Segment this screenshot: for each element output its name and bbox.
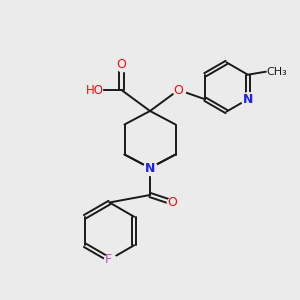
Text: CH₃: CH₃: [266, 67, 287, 77]
Text: F: F: [104, 253, 112, 266]
Text: HO: HO: [85, 83, 103, 97]
Text: O: O: [117, 58, 126, 71]
Text: O: O: [168, 196, 177, 209]
Text: N: N: [145, 161, 155, 175]
Text: O: O: [174, 83, 183, 97]
Text: N: N: [243, 93, 253, 106]
